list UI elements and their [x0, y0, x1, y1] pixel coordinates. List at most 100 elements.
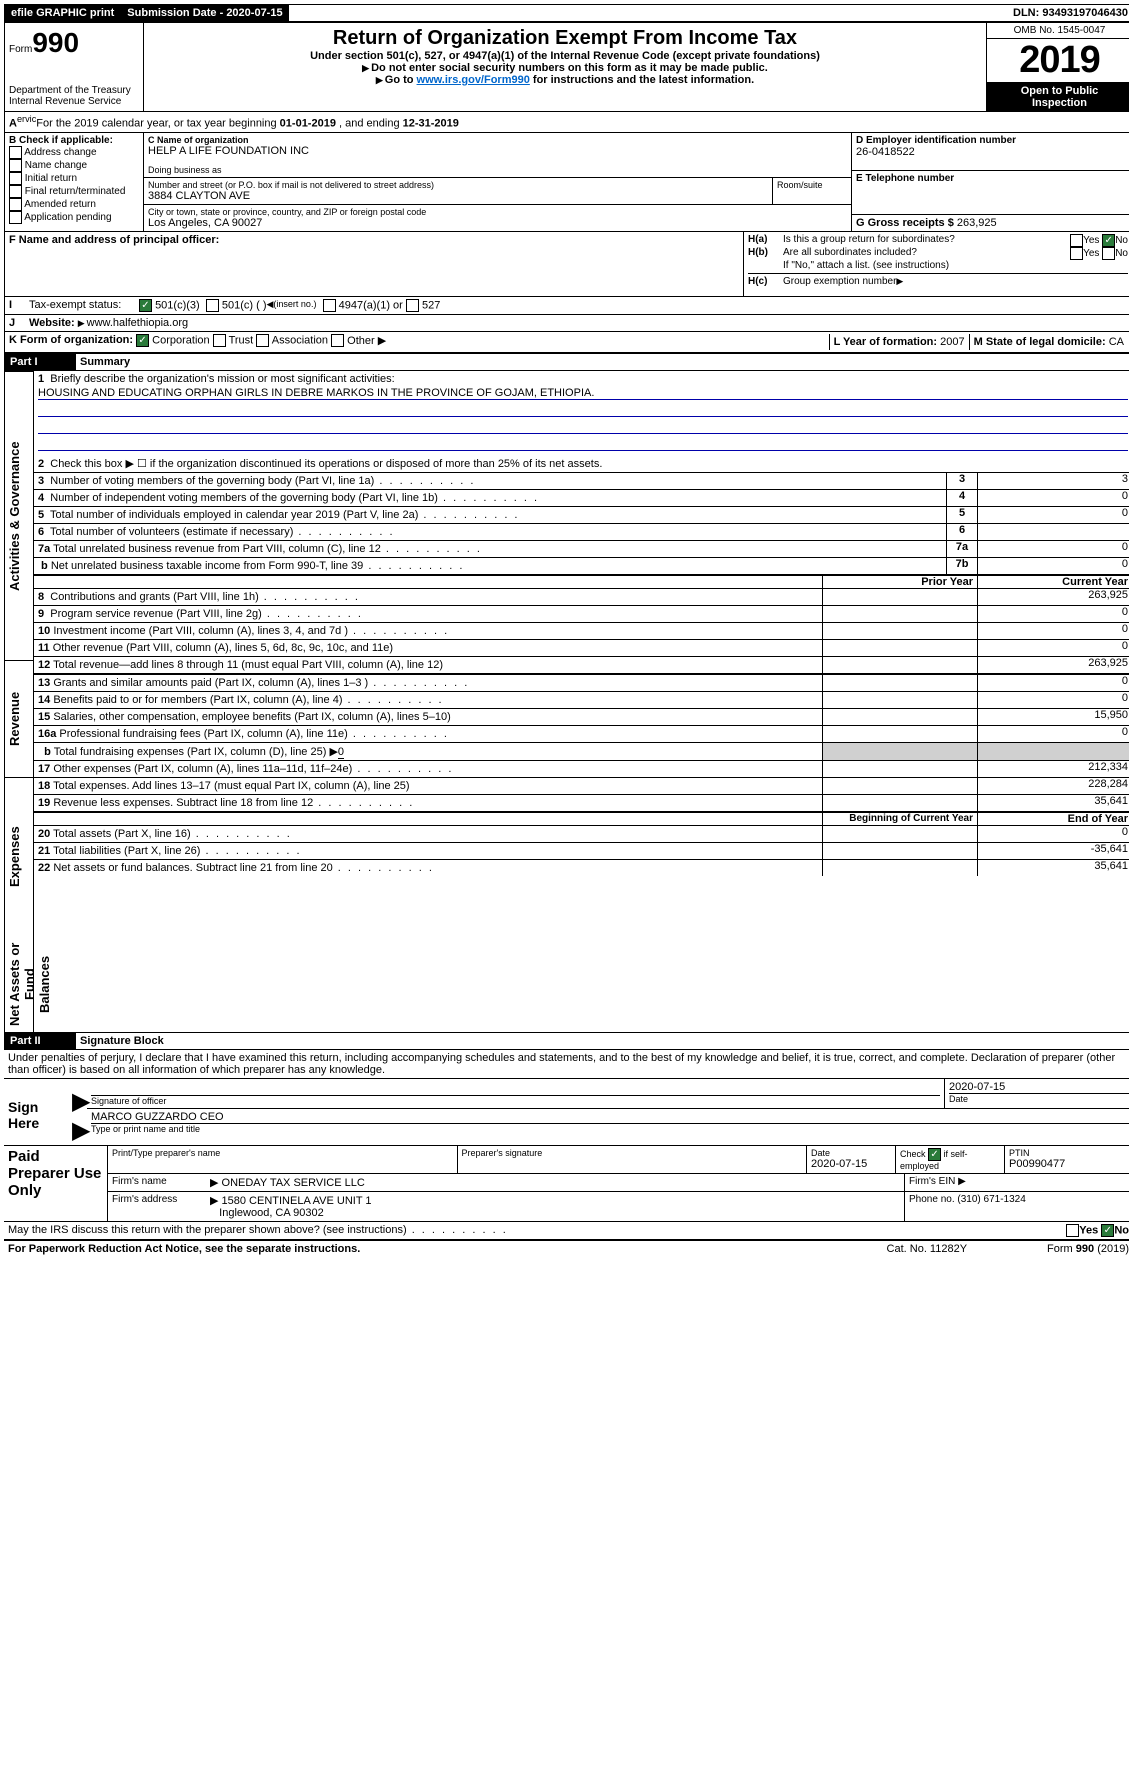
line-12: 12 Total revenue—add lines 8 through 11 … — [34, 657, 1129, 675]
line-14: 14 Benefits paid to or for members (Part… — [34, 692, 1129, 709]
line-1: 1 Briefly describe the organization's mi… — [34, 371, 1129, 455]
open-inspection: Open to Public Inspection — [987, 83, 1129, 111]
form-header: Form990 Department of the Treasury Inter… — [4, 22, 1129, 112]
line-3: 3 Number of voting members of the govern… — [34, 472, 1129, 489]
check-501c3[interactable]: ✓ 501(c)(3) — [139, 299, 200, 312]
section-exp: Expenses — [5, 777, 33, 936]
room-suite: Room/suite — [772, 178, 851, 204]
part1-header: Part I Summary — [4, 354, 1129, 371]
discuss-yes[interactable]: Yes — [1066, 1224, 1098, 1237]
check-name-change[interactable]: Name change — [9, 159, 139, 172]
omb-number: OMB No. 1545-0047 — [987, 23, 1129, 39]
org-name: HELP A LIFE FOUNDATION INC — [148, 145, 847, 157]
submission-date: Submission Date - 2020-07-15 — [120, 5, 288, 21]
mission-text: HOUSING AND EDUCATING ORPHAN GIRLS IN DE… — [38, 387, 1128, 400]
line-5: 5 Total number of individuals employed i… — [34, 506, 1129, 523]
line-2: 2 Check this box ▶ ☐ if the organization… — [34, 455, 1129, 472]
org-city: Los Angeles, CA 90027 — [148, 217, 847, 229]
line-15: 15 Salaries, other compensation, employe… — [34, 709, 1129, 726]
sign-here-block: Sign Here ▶▶ Signature of officer 2020-0… — [4, 1079, 1129, 1146]
sig-officer-label: Signature of officer — [91, 1095, 940, 1106]
check-amended[interactable]: Amended return — [9, 198, 139, 211]
line-4: 4 Number of independent voting members o… — [34, 489, 1129, 506]
dept-treasury: Department of the Treasury Internal Reve… — [9, 85, 139, 107]
section-nab: Net Assets or Fund Balances — [5, 936, 33, 1032]
line-6: 6 Total number of volunteers (estimate i… — [34, 523, 1129, 540]
state-domicile: CA — [1109, 336, 1124, 348]
line-11: 11 Other revenue (Part VIII, column (A),… — [34, 640, 1129, 657]
goto-line: Go to www.irs.gov/Form990 for instructio… — [148, 74, 982, 86]
line-a: AervicFor the 2019 calendar year, or tax… — [4, 112, 1129, 133]
hb-yes[interactable]: Yes — [1070, 247, 1099, 260]
ptin: P00990477 — [1009, 1158, 1129, 1170]
check-trust[interactable]: Trust — [213, 334, 254, 350]
check-4947[interactable]: 4947(a)(1) or — [323, 299, 403, 312]
discuss-no[interactable]: ✓No — [1101, 1224, 1129, 1237]
dln: DLN: 93493197046430 — [1009, 5, 1129, 21]
box-h: H(a) Is this a group return for subordin… — [744, 232, 1129, 296]
hb-no[interactable]: No — [1102, 247, 1128, 260]
form-number: Form990 — [9, 27, 139, 59]
line-13: 13 Grants and similar amounts paid (Part… — [34, 675, 1129, 692]
box-deg: D Employer identification number 26-0418… — [852, 133, 1129, 231]
check-assoc[interactable]: Association — [256, 334, 328, 350]
check-corp[interactable]: ✓ Corporation — [136, 334, 210, 350]
discuss-row: May the IRS discuss this return with the… — [4, 1222, 1129, 1241]
sign-date: 2020-07-15 — [949, 1081, 1129, 1093]
tax-year: 2019 — [987, 39, 1129, 83]
rev-header: Prior Year Current Year — [34, 576, 1129, 589]
telephone-label: E Telephone number — [856, 173, 1128, 184]
page-footer: For Paperwork Reduction Act Notice, see … — [4, 1241, 1129, 1257]
form-subtitle: Under section 501(c), 527, or 4947(a)(1)… — [148, 50, 982, 62]
check-501c[interactable]: 501(c) ( ) — [206, 299, 267, 312]
check-address-change[interactable]: Address change — [9, 146, 139, 159]
year-formed: 2007 — [940, 336, 964, 348]
part2-header: Part II Signature Block — [4, 1032, 1129, 1050]
check-initial-return[interactable]: Initial return — [9, 172, 139, 185]
check-other[interactable]: Other ▶ — [331, 334, 386, 350]
irs-link[interactable]: www.irs.gov/Form990 — [417, 74, 530, 86]
form-ref: Form 990 (2019) — [1047, 1243, 1129, 1255]
firm-addr1: 1580 CENTINELA AVE UNIT 1 — [222, 1195, 372, 1207]
ha-no[interactable]: ✓No — [1102, 234, 1128, 247]
top-bar: efile GRAPHIC print Submission Date - 20… — [4, 4, 1129, 22]
line-10: 10 Investment income (Part VIII, column … — [34, 623, 1129, 640]
line-8: 8 Contributions and grants (Part VIII, l… — [34, 589, 1129, 606]
line-9: 9 Program service revenue (Part VIII, li… — [34, 606, 1129, 623]
efile-print-button[interactable]: efile GRAPHIC print — [5, 5, 120, 21]
line-20: 20 Total assets (Part X, line 16)0 — [34, 826, 1129, 843]
box-i: I Tax-exempt status: ✓ 501(c)(3) 501(c) … — [4, 297, 1129, 315]
section-rev: Revenue — [5, 660, 33, 777]
firm-phone: (310) 671-1324 — [957, 1194, 1025, 1205]
ssn-warning: Do not enter social security numbers on … — [148, 62, 982, 74]
box-j: J Website: www.halfethiopia.org — [4, 315, 1129, 332]
box-c: C Name of organization HELP A LIFE FOUND… — [144, 133, 852, 231]
ha-yes[interactable]: Yes — [1070, 234, 1099, 247]
line-7b: b Net unrelated business taxable income … — [34, 557, 1129, 576]
summary-table: Activities & Governance Revenue Expenses… — [4, 371, 1129, 1032]
box-f-label: F Name and address of principal officer: — [9, 234, 219, 246]
paid-preparer-block: Paid Preparer Use Only Print/Type prepar… — [4, 1146, 1129, 1222]
line-16a: 16a Professional fundraising fees (Part … — [34, 726, 1129, 743]
na-header: Beginning of Current Year End of Year — [34, 813, 1129, 826]
prep-date: 2020-07-15 — [811, 1158, 891, 1170]
firm-name: ONEDAY TAX SERVICE LLC — [222, 1177, 365, 1189]
check-final-return[interactable]: Final return/terminated — [9, 185, 139, 198]
check-app-pending[interactable]: Application pending — [9, 211, 139, 224]
check-527[interactable]: 527 — [406, 299, 440, 312]
gross-receipts: G Gross receipts $ 263,925 — [852, 215, 1129, 231]
line-18: 18 Total expenses. Add lines 13–17 (must… — [34, 778, 1129, 795]
box-b: B Check if applicable: Address change Na… — [5, 133, 144, 231]
line-7a: 7a Total unrelated business revenue from… — [34, 540, 1129, 557]
check-self-employed[interactable]: Check ✓ if self-employed — [895, 1146, 1004, 1173]
line-16b: b Total fundraising expenses (Part IX, c… — [34, 743, 1129, 761]
fh-block: F Name and address of principal officer:… — [4, 232, 1129, 297]
website: www.halfethiopia.org — [87, 317, 189, 329]
line-21: 21 Total liabilities (Part X, line 26)-3… — [34, 843, 1129, 860]
firm-addr2: Inglewood, CA 90302 — [219, 1207, 324, 1219]
line-17: 17 Other expenses (Part IX, column (A), … — [34, 761, 1129, 778]
section-ag: Activities & Governance — [5, 371, 33, 660]
identity-block: B Check if applicable: Address change Na… — [4, 133, 1129, 232]
ein: 26-0418522 — [856, 146, 1128, 158]
officer-name: MARCO GUZZARDO CEO — [91, 1111, 1129, 1124]
